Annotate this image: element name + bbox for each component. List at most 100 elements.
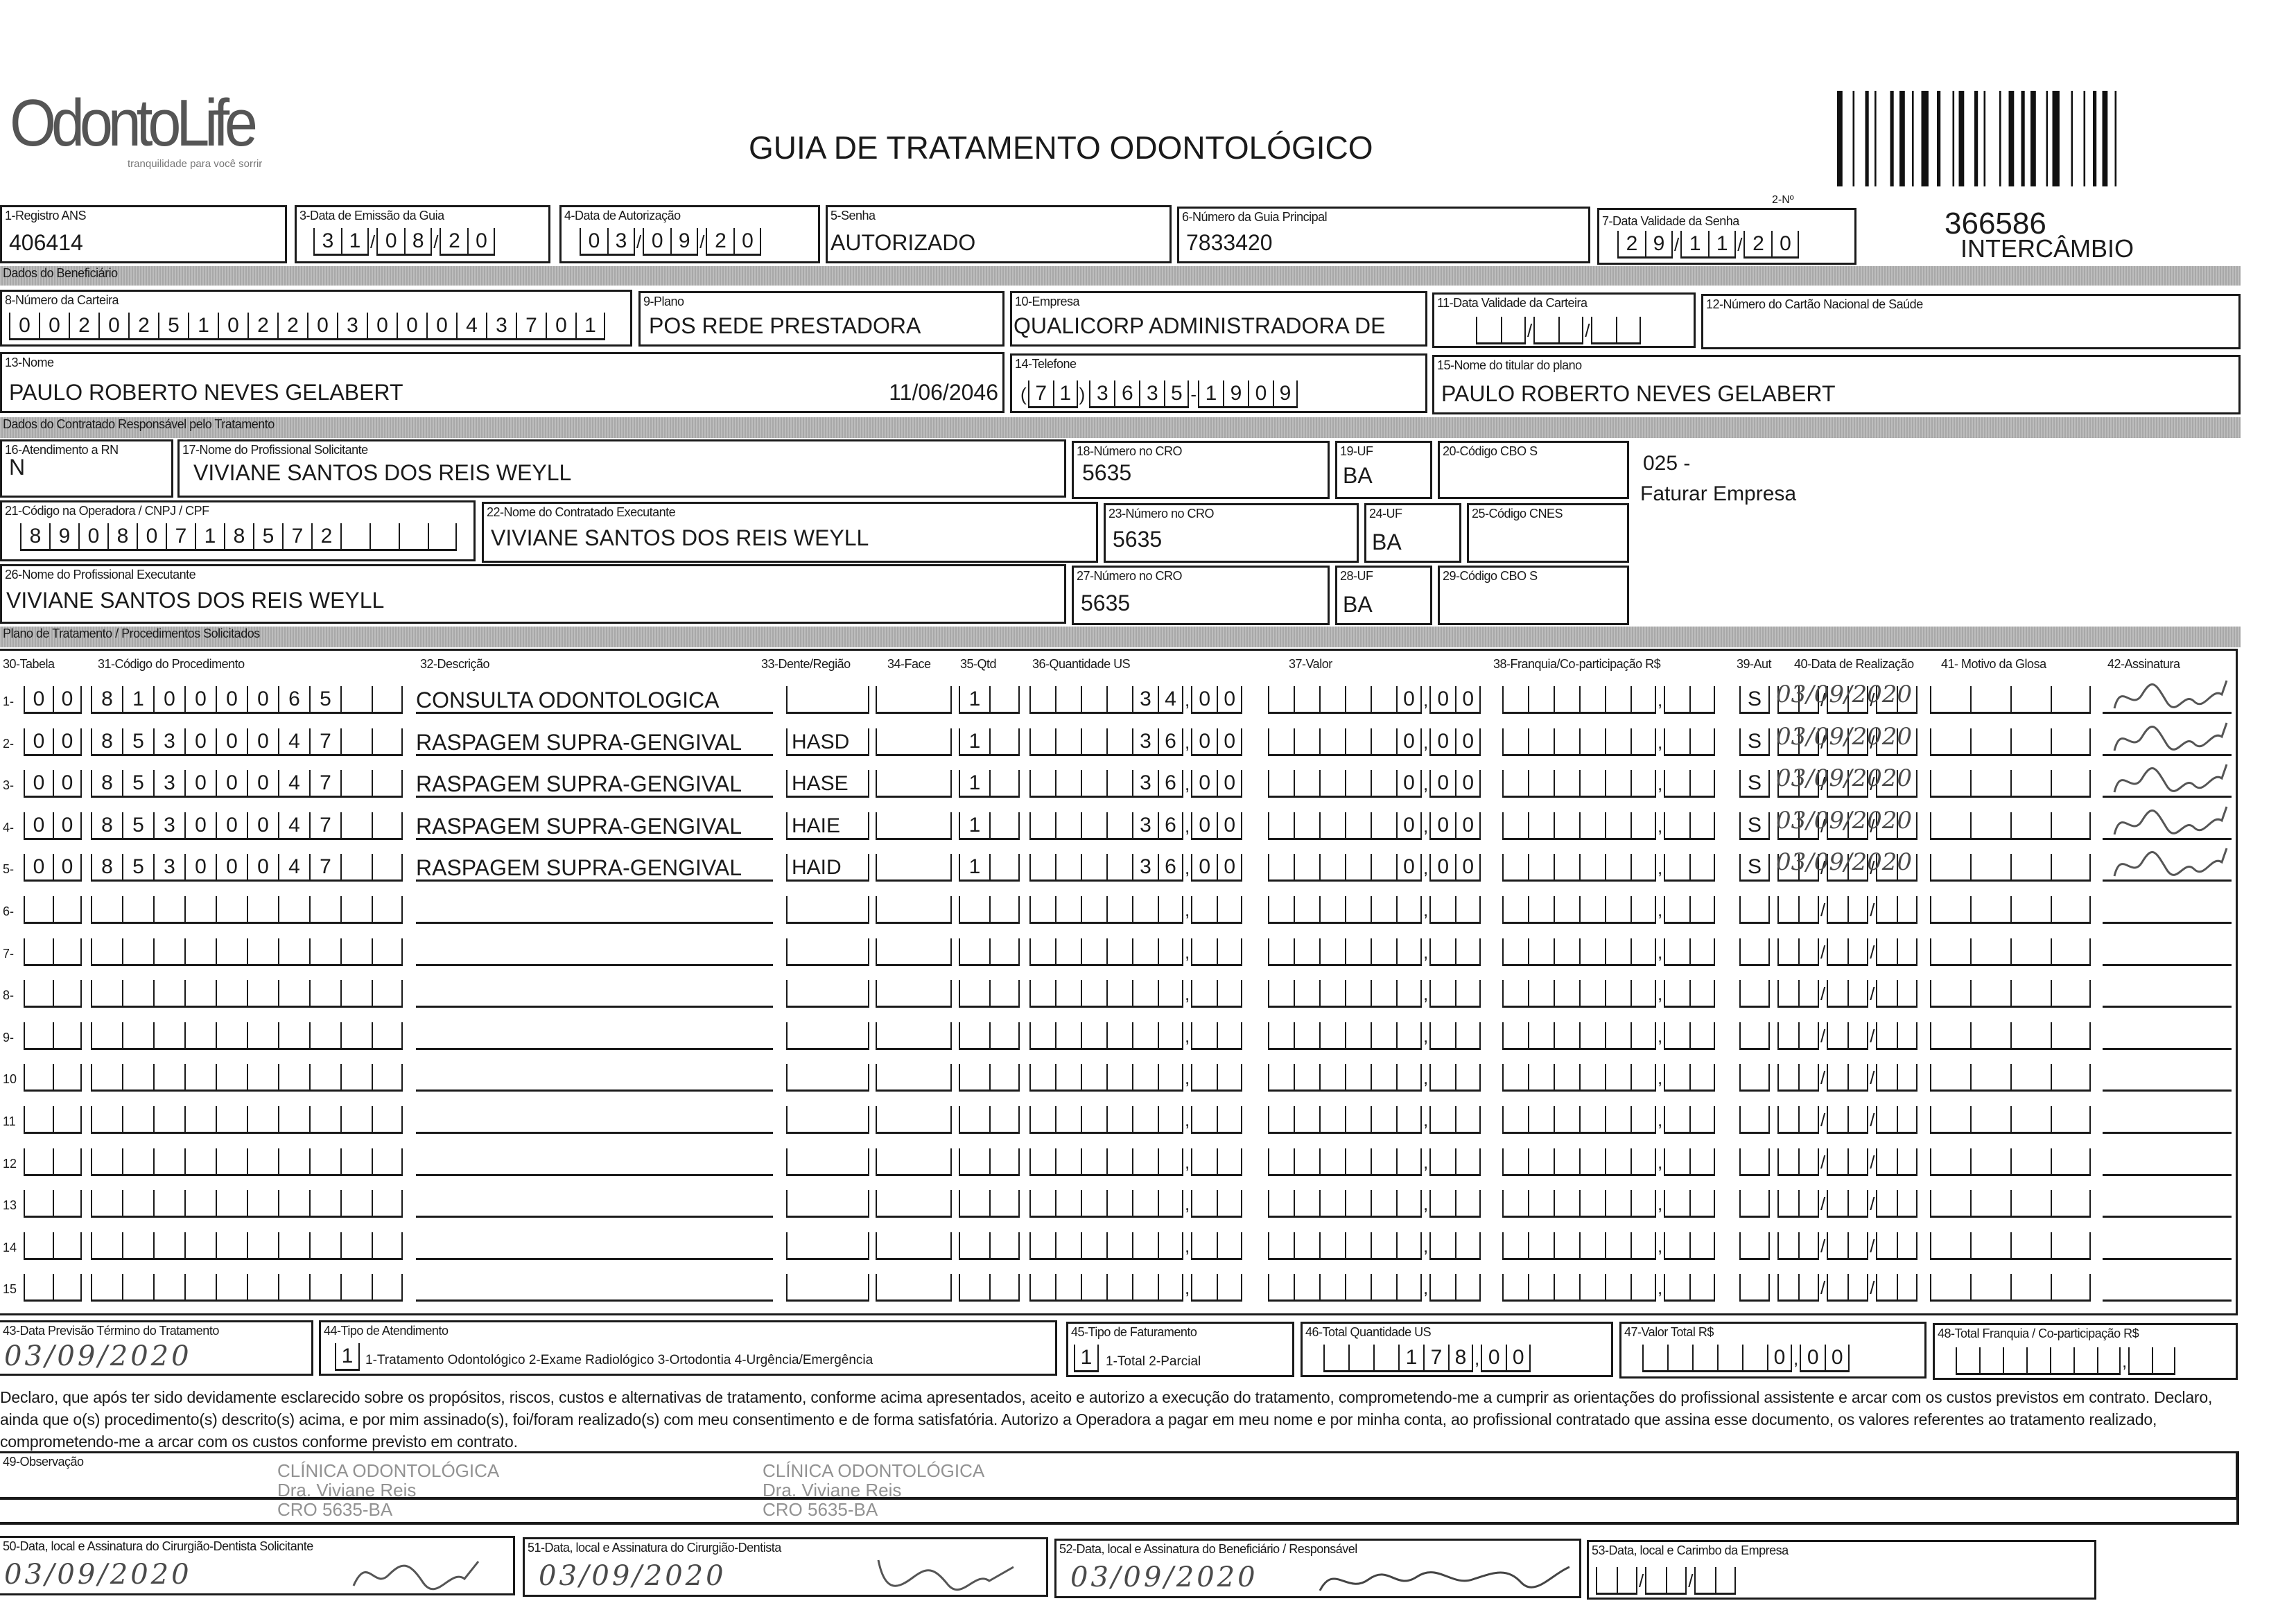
assinatura-field[interactable]: [2103, 770, 2232, 798]
aut-cells[interactable]: [1739, 1106, 1770, 1134]
franquia-cells[interactable]: ,: [1502, 1232, 1716, 1260]
qtd-us-cells[interactable]: ,: [1029, 1106, 1243, 1134]
descricao-field[interactable]: [416, 896, 773, 924]
aut-cells[interactable]: S: [1739, 728, 1770, 756]
uf-19-value[interactable]: BA: [1343, 463, 1373, 488]
descricao-field[interactable]: CONSULTA ODONTOLOGICA: [416, 686, 773, 714]
aut-cells[interactable]: S: [1739, 770, 1770, 798]
dente-field[interactable]: [786, 1232, 869, 1260]
qtd-us-cells[interactable]: ,: [1029, 1274, 1243, 1302]
qtd-us-cells[interactable]: ,: [1029, 1022, 1243, 1050]
face-field[interactable]: [876, 1022, 952, 1050]
assinatura-field[interactable]: [2103, 728, 2232, 756]
face-field[interactable]: [876, 1148, 952, 1176]
glosa-cells[interactable]: [1930, 938, 2091, 966]
franquia-cells[interactable]: ,: [1502, 812, 1716, 840]
data-realizacao-cells[interactable]: / /: [1777, 728, 1918, 756]
assinatura-field[interactable]: [2103, 938, 2232, 966]
descricao-field[interactable]: RASPAGEM SUPRA-GENGIVAL: [416, 728, 773, 756]
codigo-cells[interactable]: [91, 1274, 403, 1302]
nome-value[interactable]: PAULO ROBERTO NEVES GELABERT: [9, 380, 403, 405]
franquia-cells[interactable]: ,: [1502, 938, 1716, 966]
data-realizacao-cells[interactable]: / /: [1777, 1274, 1918, 1302]
glosa-cells[interactable]: [1930, 1148, 2091, 1176]
empresa-value[interactable]: QUALICORP ADMINISTRADORA DE: [1014, 313, 1386, 338]
tabela-cells[interactable]: [24, 1274, 82, 1302]
glosa-cells[interactable]: [1930, 686, 2091, 714]
assinatura-field[interactable]: [2103, 896, 2232, 924]
dente-field[interactable]: [786, 1148, 869, 1176]
franquia-cells[interactable]: ,: [1502, 728, 1716, 756]
cro-27-value[interactable]: 5635: [1081, 590, 1131, 615]
face-field[interactable]: [876, 980, 952, 1008]
assinatura-field[interactable]: [2103, 1190, 2232, 1218]
dente-field[interactable]: [786, 686, 869, 714]
descricao-field[interactable]: [416, 1148, 773, 1176]
tabela-cells[interactable]: [24, 896, 82, 924]
tabela-cells[interactable]: [24, 1022, 82, 1050]
qtd-cells[interactable]: [959, 1106, 1020, 1134]
dente-field[interactable]: [786, 1190, 869, 1218]
glosa-cells[interactable]: [1930, 728, 2091, 756]
assinatura-field[interactable]: [2103, 1022, 2232, 1050]
valor-cells[interactable]: ,: [1268, 1106, 1481, 1134]
glosa-cells[interactable]: [1930, 1022, 2091, 1050]
tabela-cells[interactable]: [24, 1106, 82, 1134]
tabela-cells[interactable]: [24, 938, 82, 966]
titular-value[interactable]: PAULO ROBERTO NEVES GELABERT: [1441, 381, 1836, 406]
qtd-us-cells[interactable]: ,: [1029, 1064, 1243, 1092]
data-realizacao-cells[interactable]: / /: [1777, 896, 1918, 924]
face-field[interactable]: [876, 1274, 952, 1302]
total-franquia-cells[interactable]: ,: [1956, 1347, 2176, 1375]
franquia-cells[interactable]: ,: [1502, 1064, 1716, 1092]
aut-cells[interactable]: S: [1739, 812, 1770, 840]
tabela-cells[interactable]: [24, 1148, 82, 1176]
franquia-cells[interactable]: ,: [1502, 1022, 1716, 1050]
face-field[interactable]: [876, 938, 952, 966]
data-realizacao-cells[interactable]: / /: [1777, 1232, 1918, 1260]
franquia-cells[interactable]: ,: [1502, 980, 1716, 1008]
tabela-cells[interactable]: [24, 980, 82, 1008]
descricao-field[interactable]: [416, 1190, 773, 1218]
data-realizacao-cells[interactable]: / /: [1777, 854, 1918, 882]
franquia-cells[interactable]: ,: [1502, 1148, 1716, 1176]
aut-cells[interactable]: [1739, 938, 1770, 966]
face-field[interactable]: [876, 728, 952, 756]
valor-cells[interactable]: ,: [1268, 1148, 1481, 1176]
assinatura-field[interactable]: [2103, 1148, 2232, 1176]
aut-cells[interactable]: [1739, 1064, 1770, 1092]
data-autorizacao-cells[interactable]: 0 3/0 9/2 0: [580, 228, 762, 256]
dente-field[interactable]: [786, 1274, 869, 1302]
codigo-cells[interactable]: [91, 1106, 403, 1134]
qtd-cells[interactable]: [959, 1274, 1020, 1302]
assinatura-field[interactable]: [2103, 686, 2232, 714]
franquia-cells[interactable]: ,: [1502, 854, 1716, 882]
data-emissao-cells[interactable]: 3 1/0 8/2 0: [313, 228, 496, 256]
prof-executante-value[interactable]: VIVIANE SANTOS DOS REIS WEYLL: [6, 588, 385, 613]
glosa-cells[interactable]: [1930, 1064, 2091, 1092]
assinatura-field[interactable]: [2103, 1106, 2232, 1134]
registro-ans-value[interactable]: 406414: [9, 230, 83, 255]
franquia-cells[interactable]: ,: [1502, 686, 1716, 714]
glosa-cells[interactable]: [1930, 812, 2091, 840]
descricao-field[interactable]: [416, 1232, 773, 1260]
data-realizacao-cells[interactable]: / /: [1777, 812, 1918, 840]
valor-cells[interactable]: ,: [1268, 1190, 1481, 1218]
codigo-cells[interactable]: [91, 1190, 403, 1218]
descricao-field[interactable]: [416, 1022, 773, 1050]
face-field[interactable]: [876, 1064, 952, 1092]
assinatura-field[interactable]: [2103, 1274, 2232, 1302]
aut-cells[interactable]: [1739, 1022, 1770, 1050]
dente-field[interactable]: [786, 896, 869, 924]
aut-cells[interactable]: [1739, 1190, 1770, 1218]
dente-field[interactable]: [786, 1064, 869, 1092]
cro-23-value[interactable]: 5635: [1113, 527, 1163, 552]
glosa-cells[interactable]: [1930, 854, 2091, 882]
